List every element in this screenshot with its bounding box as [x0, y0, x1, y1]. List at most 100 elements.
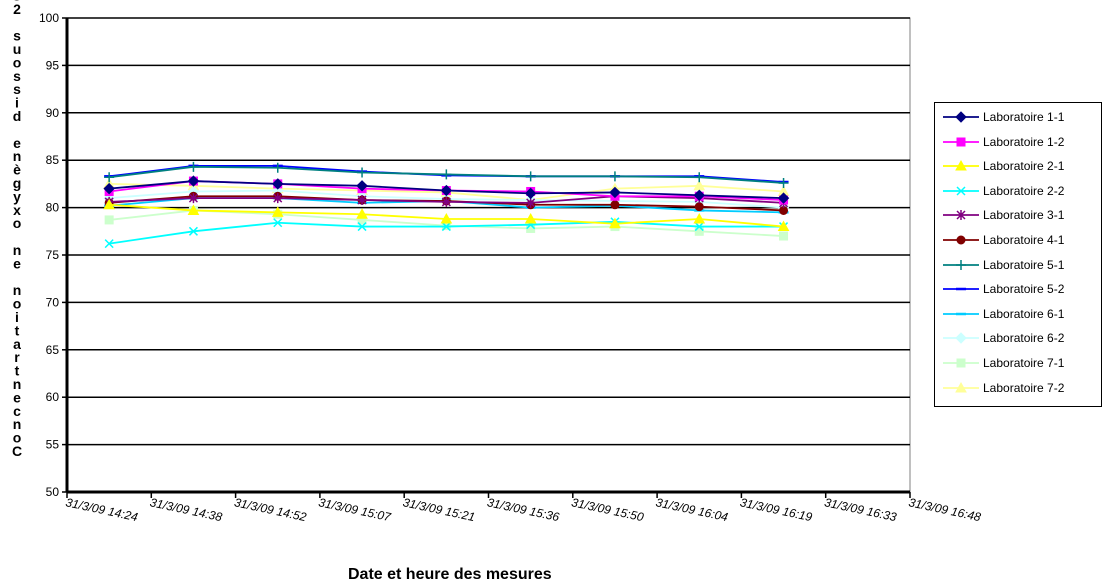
data-point — [441, 169, 452, 180]
series-laboratoire-1-1 — [103, 175, 790, 204]
x-axis-label: Date et heure des mesures — [348, 566, 552, 583]
x-tick-label: 31/3/09 15:36 — [486, 495, 561, 524]
x-tick-label: 31/3/09 14:24 — [64, 495, 139, 524]
data-point — [524, 212, 537, 224]
y-axis-label-char: n — [13, 148, 22, 164]
legend-item: Laboratoire 2-2 — [941, 180, 1064, 202]
y-axis-label-char: u — [13, 41, 22, 57]
legend-label: Laboratoire 3-1 — [983, 208, 1065, 223]
x-tick-label: 31/3/09 15:07 — [317, 495, 393, 524]
data-point — [272, 178, 284, 190]
data-point — [777, 220, 790, 232]
y-axis-label-char: x — [13, 202, 21, 218]
data-point — [187, 175, 200, 187]
legend-swatch — [943, 381, 979, 393]
y-tick-label: 55 — [46, 438, 60, 452]
y-axis-label-char: s — [13, 68, 21, 84]
legend-item: Laboratoire 4-1 — [941, 229, 1064, 251]
data-point — [694, 202, 704, 212]
data-point — [525, 171, 536, 182]
legend-swatch — [943, 312, 979, 316]
y-tick-label: 80 — [46, 201, 60, 215]
data-point — [955, 332, 967, 345]
y-axis-label-char: t — [15, 363, 20, 379]
legend-item: Laboratoire 6-2 — [941, 327, 1064, 349]
y-axis-label-char: o — [13, 54, 22, 70]
legend-item: Laboratoire 7-1 — [941, 352, 1064, 374]
y-axis-label-char: e — [13, 255, 21, 271]
data-point — [956, 186, 966, 196]
y-axis-label-char: g — [13, 175, 22, 191]
legend-item: Laboratoire 3-1 — [941, 204, 1064, 226]
data-point — [104, 172, 115, 183]
data-point — [104, 239, 114, 249]
legend-label: Laboratoire 2-2 — [983, 183, 1065, 198]
data-point — [609, 171, 620, 182]
y-axis-label-char: n — [13, 242, 22, 258]
legend-item: Laboratoire 7-2 — [941, 377, 1064, 399]
y-axis-label-char: i — [15, 309, 19, 325]
y-tick-label: 70 — [46, 295, 60, 309]
legend-item: Laboratoire 1-1 — [941, 106, 1064, 128]
data-point — [441, 222, 451, 232]
data-point — [357, 167, 368, 178]
legend-label: Laboratoire 1-1 — [983, 110, 1065, 124]
y-tick-label: 50 — [46, 485, 60, 499]
legend-swatch — [943, 332, 979, 345]
legend-swatch — [943, 259, 979, 270]
legend-item: Laboratoire 1-2 — [941, 131, 1064, 153]
data-point — [955, 160, 967, 171]
legend-label: Laboratoire 5-2 — [983, 282, 1065, 297]
data-point — [440, 184, 453, 197]
data-point — [956, 210, 966, 221]
data-point — [440, 212, 453, 224]
data-point — [188, 226, 198, 236]
data-point — [694, 172, 705, 183]
legend-item: Laboratoire 2-1 — [941, 155, 1064, 177]
legend: Laboratoire 1-1 Laboratoire 1-2 Laboratoir… — [934, 102, 1102, 407]
legend-label: Laboratoire 7-2 — [983, 380, 1065, 395]
data-point — [956, 137, 966, 147]
data-point — [188, 193, 198, 204]
y-tick-labels: 50 55 60 65 70 75 80 85 90 95 100 — [39, 11, 67, 499]
y-axis-label-char: r — [14, 349, 20, 365]
legend-swatch — [943, 235, 979, 245]
data-point — [779, 231, 789, 241]
x-tick-label: 31/3/09 16:19 — [739, 495, 814, 524]
x-tick-label: 31/3/09 14:38 — [149, 495, 224, 524]
data-point — [956, 358, 966, 368]
y-axis-label-char: è — [13, 162, 21, 178]
y-axis-label: Concentrationenoxygènedissous2O — [12, 0, 23, 459]
y-axis-label-char: 2 — [13, 1, 21, 17]
y-axis-label-char: a — [13, 336, 21, 352]
y-tick-label: 85 — [46, 153, 60, 167]
legend-label: Laboratoire 7-1 — [983, 356, 1065, 370]
y-axis-label-char: o — [13, 296, 22, 312]
y-axis-label-char: s — [13, 81, 21, 97]
gridlines — [67, 17, 910, 446]
y-tick-label: 75 — [46, 248, 60, 262]
legend-swatch — [943, 160, 979, 171]
data-point — [778, 177, 789, 188]
data-point — [693, 212, 706, 224]
x-tick-label: 31/3/09 16:04 — [654, 495, 729, 524]
data-point — [356, 180, 368, 192]
y-axis-label-char: o — [13, 215, 22, 231]
data-point — [956, 259, 966, 270]
legend-item: Laboratoire 5-2 — [941, 278, 1064, 300]
legend-label: Laboratoire 6-1 — [983, 306, 1065, 321]
legend-item: Laboratoire 5-1 — [941, 254, 1064, 276]
legend-label: Laboratoire 2-1 — [983, 159, 1065, 174]
data-point — [272, 162, 283, 173]
data-point — [956, 235, 966, 245]
y-axis-label-char: i — [15, 95, 19, 111]
data-point — [357, 195, 367, 206]
y-axis-label-char: n — [13, 376, 22, 392]
y-axis-label-char: d — [13, 108, 22, 124]
legend-swatch — [943, 111, 979, 123]
x-tick-label: 31/3/09 16:33 — [823, 495, 898, 524]
data-point — [356, 208, 368, 219]
data-point — [273, 218, 283, 228]
x-tick-label: 31/3/09 16:48 — [907, 495, 982, 524]
data-point — [955, 381, 967, 393]
